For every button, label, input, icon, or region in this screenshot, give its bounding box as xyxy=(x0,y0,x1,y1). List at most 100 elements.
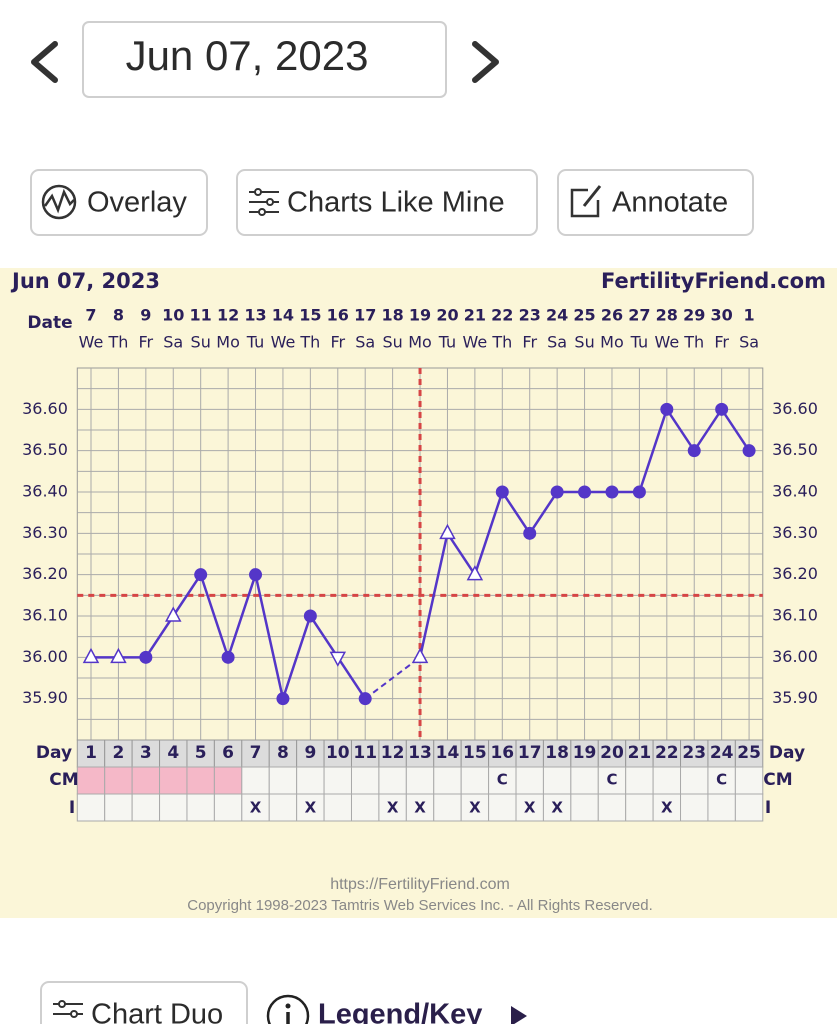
intercourse-cell xyxy=(734,793,764,822)
overlay-button[interactable] xyxy=(30,169,208,236)
day-number: 4 xyxy=(167,743,179,763)
temperature-point xyxy=(466,565,484,581)
info-icon[interactable] xyxy=(266,994,310,1024)
cm-cell xyxy=(460,766,490,795)
weekday: Mo xyxy=(216,333,240,352)
day-number: 22 xyxy=(655,743,679,763)
y-tick-label: 36.40 xyxy=(22,482,68,501)
intercourse-cell xyxy=(570,793,599,822)
date-number: 12 xyxy=(217,306,239,325)
date-number: 21 xyxy=(464,306,486,325)
weekday: We xyxy=(79,333,104,352)
intercourse-mark: X xyxy=(250,799,262,817)
cm-cell xyxy=(405,766,435,795)
date-box[interactable] xyxy=(82,21,447,98)
cm-cell xyxy=(542,766,572,795)
intercourse-cell xyxy=(186,793,215,822)
chart-duo-button[interactable] xyxy=(40,981,248,1024)
intercourse-mark: X xyxy=(551,799,563,817)
temperature-point xyxy=(578,485,592,499)
temperature-point xyxy=(411,647,429,664)
weekday: Tu xyxy=(630,333,648,352)
temperature-point xyxy=(742,444,756,458)
date-number: 18 xyxy=(381,306,403,325)
row-label-right: CM xyxy=(763,770,792,790)
menstruation-cell xyxy=(104,766,133,795)
cm-cell xyxy=(241,766,270,795)
weekday: We xyxy=(271,333,296,352)
day-number: 3 xyxy=(140,743,152,763)
day-cell xyxy=(433,739,462,768)
weekday: Fr xyxy=(522,333,537,352)
y-tick-label-right: 36.60 xyxy=(772,399,818,418)
y-tick-label: 36.60 xyxy=(22,399,68,418)
y-tick-label: 35.90 xyxy=(22,688,68,707)
day-number: 13 xyxy=(408,743,432,763)
site-name: FertilityFriend.com xyxy=(601,269,826,293)
weekday: Th xyxy=(491,333,512,352)
weekday: Sa xyxy=(739,333,759,352)
intercourse-mark: X xyxy=(661,799,673,817)
intercourse-cell xyxy=(460,793,490,822)
day-number: 16 xyxy=(490,743,514,763)
date-number: 8 xyxy=(113,306,124,325)
weekday: Th xyxy=(299,333,320,352)
day-number: 19 xyxy=(573,743,597,763)
cm-cell xyxy=(597,766,627,795)
weekday: Su xyxy=(382,333,402,352)
intercourse-cell xyxy=(241,793,270,822)
prev-arrow[interactable] xyxy=(31,41,58,83)
date-text: Jun 07, 2023 xyxy=(126,32,369,79)
cm-cell xyxy=(433,766,462,795)
intercourse-cell xyxy=(652,793,682,822)
date-number: 7 xyxy=(85,306,96,325)
temperature-point xyxy=(110,647,127,664)
temperature-point xyxy=(249,568,263,582)
day-number: 21 xyxy=(628,743,652,763)
menstruation-cell xyxy=(131,766,161,795)
date-number: 9 xyxy=(140,306,151,325)
y-tick-label: 36.20 xyxy=(22,564,68,583)
chart-title: Jun 07, 2023 xyxy=(10,269,160,293)
temperature-point xyxy=(632,485,646,499)
temperature-point xyxy=(715,402,729,416)
weekday: Su xyxy=(191,333,211,352)
day-cell xyxy=(268,739,298,768)
cm-mark: C xyxy=(606,771,617,789)
cm-cell xyxy=(734,766,764,795)
temperature-point xyxy=(194,568,208,582)
weekday: Sa xyxy=(163,333,183,352)
y-tick-label: 36.50 xyxy=(22,440,68,459)
intercourse-cell xyxy=(350,793,380,822)
date-number: 11 xyxy=(190,306,212,325)
menstruation-cell xyxy=(76,766,106,795)
weekday: Fr xyxy=(139,333,154,352)
cm-cell xyxy=(707,766,736,795)
cm-cell xyxy=(652,766,682,795)
day-number: 9 xyxy=(304,743,316,763)
intercourse-cell xyxy=(405,793,435,822)
day-number: 24 xyxy=(710,743,734,763)
day-number: 23 xyxy=(682,743,706,763)
cm-cell xyxy=(323,766,352,795)
y-tick-label-right: 36.50 xyxy=(772,440,818,459)
cm-cell xyxy=(488,766,517,795)
charts-like-mine-button[interactable] xyxy=(236,169,538,236)
intercourse-cell xyxy=(268,793,298,822)
day-number: 18 xyxy=(545,743,569,763)
source-url: https://FertilityFriend.com xyxy=(330,876,510,893)
next-arrow[interactable] xyxy=(472,41,499,83)
date-number: 26 xyxy=(601,306,623,325)
cm-mark: C xyxy=(716,771,727,789)
annotate-button[interactable] xyxy=(557,169,754,236)
date-number: 30 xyxy=(711,306,733,325)
day-cell xyxy=(597,739,627,768)
weekday: We xyxy=(654,333,679,352)
play-arrow xyxy=(511,1006,527,1024)
weekday: Th xyxy=(107,333,128,352)
button-label: Annotate xyxy=(612,187,728,219)
legend-key-link[interactable]: Legend/Key xyxy=(318,999,482,1024)
date-number: 17 xyxy=(354,306,376,325)
intercourse-mark: X xyxy=(524,799,536,817)
day-number: 8 xyxy=(277,743,289,763)
